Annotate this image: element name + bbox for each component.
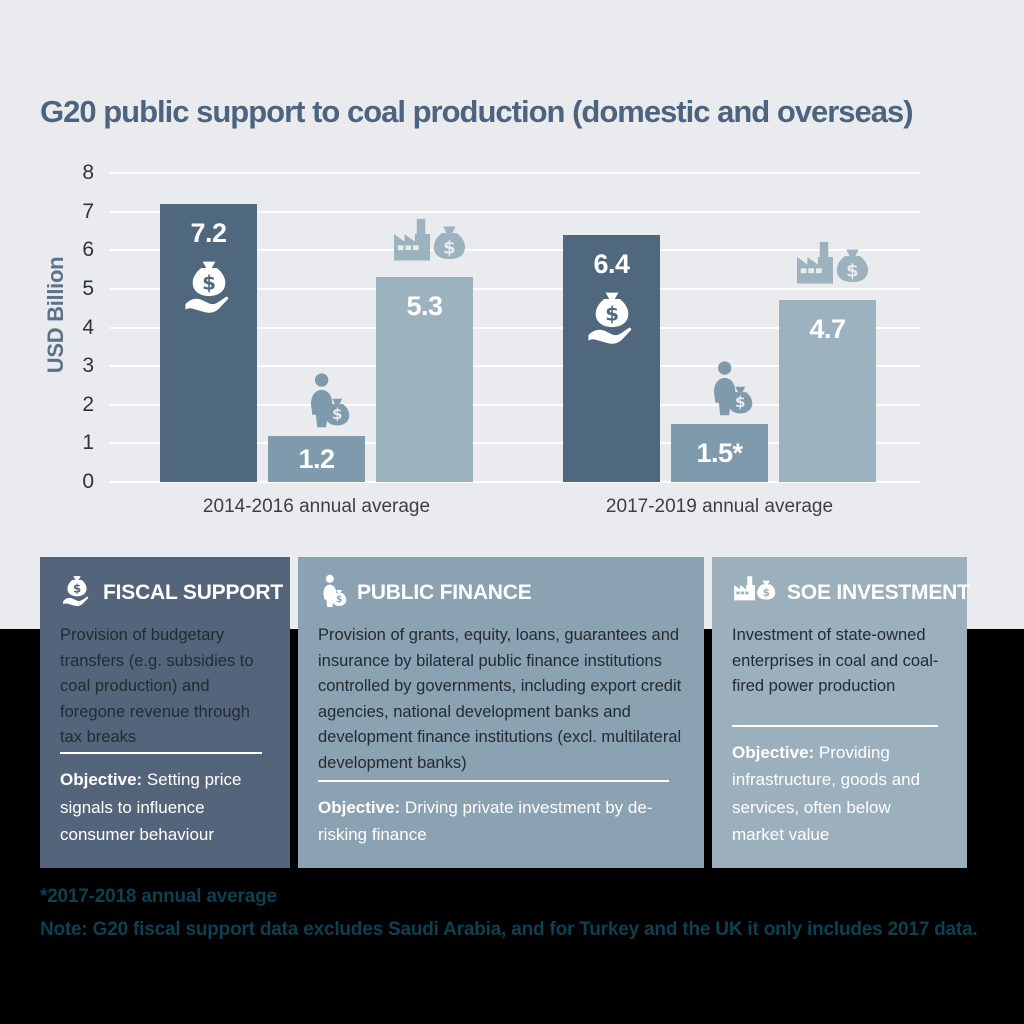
factory-money-bag-icon xyxy=(732,575,778,611)
y-axis-tick: 0 xyxy=(82,470,94,493)
bar-chart-plot-area: 0 1 2 3 4 5 6 7 8 7.2 6.4 1.2 1.5* 5.3 4.7 2014-2016 an… xyxy=(82,161,920,517)
y-axis-tick: 5 xyxy=(82,276,94,300)
bar-public-finance-1: 1.5* xyxy=(671,424,768,482)
card-header: FISCAL SUPPORT xyxy=(60,573,283,613)
x-axis-category-label: 2014-2016 annual average xyxy=(202,496,431,517)
gridline xyxy=(110,403,920,406)
gridline xyxy=(110,172,920,174)
card-title: PUBLIC FINANCE xyxy=(357,581,532,604)
gridline xyxy=(110,481,920,483)
spacer xyxy=(732,700,947,726)
bar-soe-investment-1: 4.7 xyxy=(779,300,876,482)
card-title: FISCAL SUPPORT xyxy=(103,581,283,604)
footnote-asterisk: *2017-2018 annual average xyxy=(40,886,277,907)
objective-value: Providing infrastructure, goods and serv… xyxy=(732,743,921,844)
card-objective-text: Objective: Providing infrastructure, goo… xyxy=(732,739,947,848)
card-divider xyxy=(318,779,670,782)
bar-public-finance-0: 1.2 xyxy=(268,436,365,482)
person-money-bag-icon xyxy=(318,574,348,613)
card-body-text: Provision of budgetary transfers (e.g. s… xyxy=(60,626,254,747)
bar-value-label: 4.7 xyxy=(809,314,846,344)
bar-value-label: 5.3 xyxy=(406,291,443,321)
y-axis-tick: 2 xyxy=(82,392,94,416)
page-title: G20 public support to coal production (d… xyxy=(40,94,914,129)
card-header: PUBLIC FINANCE xyxy=(318,573,684,613)
card-header: SOE INVESTMENT xyxy=(732,573,970,613)
card-objective-text: Objective: Setting price signals to infl… xyxy=(60,766,270,848)
objective-value: Setting price signals to influence consu… xyxy=(60,770,242,844)
gridline xyxy=(110,249,920,252)
y-axis-tick: 1 xyxy=(82,431,94,455)
factory-money-bag-icon xyxy=(793,240,873,298)
x-axis-category-label: 2017-2019 annual average xyxy=(605,496,834,517)
objective-value: Driving private investment by de-risking… xyxy=(318,797,653,844)
gridline xyxy=(110,365,920,368)
money-bag-hand-icon xyxy=(60,574,94,613)
y-axis-tick: 7 xyxy=(82,199,94,223)
y-axis-tick: 6 xyxy=(82,238,94,262)
money-bag-hand-icon xyxy=(180,258,238,321)
bar-value-label: 6.4 xyxy=(593,249,630,279)
card-title: SOE INVESTMENT xyxy=(787,581,970,604)
card-divider xyxy=(60,752,262,755)
bar-value-label: 1.2 xyxy=(298,444,335,474)
card-body-text: Provision of grants, equity, loans, guar… xyxy=(318,626,682,772)
public-finance-card: PUBLIC FINANCE Provision of grants, equi… xyxy=(298,557,704,868)
gridline xyxy=(110,210,920,213)
bar-value-label: 1.5* xyxy=(696,438,743,468)
card-objective-text: Objective: Driving private investment by… xyxy=(318,794,684,848)
person-money-bag-icon xyxy=(302,372,352,434)
gridline xyxy=(110,326,920,329)
bar-fiscal-support-0: 7.2 xyxy=(160,204,257,482)
person-money-bag-icon xyxy=(705,360,755,422)
gridline xyxy=(110,442,920,445)
y-axis-tick: 8 xyxy=(82,161,94,184)
fiscal-support-card: FISCAL SUPPORT Provision of budgetary tr… xyxy=(40,557,290,868)
bar-soe-investment-0: 5.3 xyxy=(376,277,473,482)
card-body-text: Investment of state-owned enterprises in… xyxy=(732,626,939,696)
bar-value-label: 7.2 xyxy=(190,218,227,248)
objective-label: Objective: xyxy=(732,743,815,763)
objective-label: Objective: xyxy=(318,797,401,817)
soe-investment-card: SOE INVESTMENT Investment of state-owned… xyxy=(712,557,970,868)
bar-fiscal-support-1: 6.4 xyxy=(563,235,660,482)
y-axis-tick: 3 xyxy=(82,354,94,378)
footnote-note: Note: G20 fiscal support data excludes S… xyxy=(40,919,978,940)
money-bag-hand-icon xyxy=(583,289,641,352)
factory-money-bag-icon xyxy=(390,217,470,275)
y-axis-tick: 4 xyxy=(82,315,94,339)
gridline xyxy=(110,287,920,290)
objective-label: Objective: xyxy=(60,770,143,790)
card-divider xyxy=(732,725,939,728)
